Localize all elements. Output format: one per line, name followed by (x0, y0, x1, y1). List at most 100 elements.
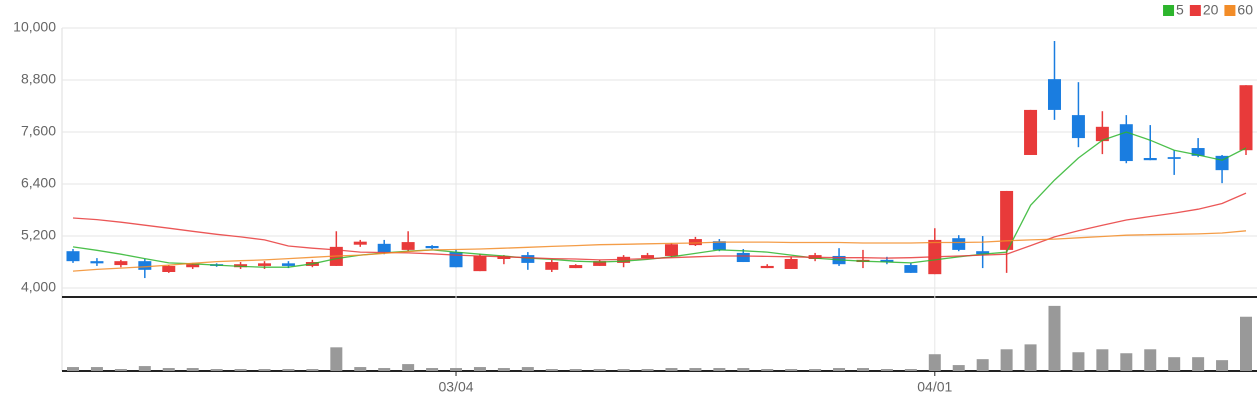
candle-body (712, 241, 726, 250)
volume-bar (1096, 349, 1109, 371)
candle-body (1191, 148, 1205, 156)
candle-body (353, 241, 367, 245)
candle-body (377, 243, 391, 253)
volume-bar (737, 368, 750, 371)
volume-bar (450, 368, 463, 371)
volume-bar (114, 369, 127, 371)
volume-bar (378, 368, 391, 371)
volume-bar (713, 368, 726, 371)
y-tick-label: 4,000 (21, 279, 56, 295)
candle-body (497, 255, 511, 259)
legend-label: 20 (1203, 2, 1219, 18)
candle-body (1047, 79, 1061, 110)
volume-bar (282, 369, 295, 371)
volume-bar (258, 369, 271, 371)
y-tick-label: 5,200 (21, 227, 56, 243)
volume-bar (1120, 353, 1133, 371)
volume-bar (426, 368, 439, 371)
candle-body (569, 265, 583, 269)
candle-body (952, 238, 966, 250)
volume-bar (473, 367, 486, 371)
candle-body (593, 261, 607, 266)
volume-bar (856, 368, 869, 371)
candle-body (641, 255, 655, 259)
candle-body (976, 251, 990, 255)
y-tick-label: 6,400 (21, 175, 56, 191)
candle-body (114, 261, 128, 266)
volume-bar (1024, 344, 1037, 371)
candle-body (904, 265, 918, 273)
volume-bar (330, 347, 343, 371)
volume-bar (90, 367, 103, 371)
volume-bar (641, 369, 654, 371)
legend-swatch (1189, 5, 1201, 16)
legend-label: 60 (1237, 2, 1253, 18)
candle-body (736, 252, 750, 263)
volume-bar (689, 368, 702, 371)
candle-body (1239, 85, 1253, 151)
candle-body (258, 263, 272, 266)
volume-bar (1240, 316, 1252, 371)
volume-bar (354, 367, 367, 371)
volume-bar (880, 369, 893, 371)
volume-bar (234, 369, 247, 371)
volume-bar (952, 365, 965, 371)
ma-line (72, 131, 1247, 268)
candle-body (401, 242, 415, 250)
candle-body (1119, 124, 1133, 162)
volume-bar (785, 369, 798, 371)
volume-bar (545, 369, 558, 371)
legend: 60 20 5 (1163, 2, 1253, 18)
volume-bar (67, 367, 79, 371)
volume-bar (1192, 357, 1205, 371)
candle-body (521, 255, 535, 263)
volume-bar (665, 368, 678, 371)
volume-bar (1168, 357, 1181, 371)
volume-bar (904, 369, 917, 371)
candle-body (90, 261, 104, 264)
volume-bar (162, 368, 175, 371)
candle-body (545, 262, 559, 270)
legend-swatch (1163, 5, 1175, 16)
volume-bar (1144, 349, 1157, 371)
volume-bar (833, 368, 846, 371)
volume-bar (186, 368, 199, 371)
candle-body (281, 263, 295, 266)
candle-body (1071, 115, 1085, 139)
volume-bar (761, 369, 774, 371)
ma-line (72, 230, 1247, 272)
candle-body (784, 258, 798, 269)
volume-bar (210, 369, 223, 371)
candle-body (186, 264, 200, 268)
candle-body (234, 264, 248, 268)
y-tick-label: 10,000 (13, 19, 56, 35)
volume-bar (569, 369, 582, 371)
ma-line (72, 192, 1247, 261)
candle-body (760, 265, 774, 269)
volume-bar (497, 368, 510, 371)
candle-body (1000, 190, 1014, 250)
x-tick-label: 04/01 (917, 379, 952, 395)
candle-body (1143, 158, 1157, 161)
candle-body (425, 245, 439, 249)
volume-bar (1216, 360, 1229, 371)
candle-body (1024, 109, 1038, 155)
candle-body (1167, 157, 1181, 159)
y-tick-label: 8,800 (21, 71, 56, 87)
volume-bar (402, 364, 415, 371)
volume-bar (1048, 305, 1061, 371)
legend-swatch (1224, 5, 1236, 16)
candle-body (664, 244, 678, 256)
candle-body (1095, 126, 1109, 142)
candle-body (688, 239, 702, 246)
volume-bar (306, 369, 319, 371)
candle-body (162, 265, 176, 272)
volume-bar (593, 369, 606, 371)
candle-body (473, 255, 487, 272)
candle-body (66, 251, 80, 262)
x-tick-label: 03/04 (438, 379, 473, 395)
volume-bar (521, 367, 534, 371)
volume-bar (1072, 352, 1085, 371)
y-tick-label: 7,600 (21, 123, 56, 139)
